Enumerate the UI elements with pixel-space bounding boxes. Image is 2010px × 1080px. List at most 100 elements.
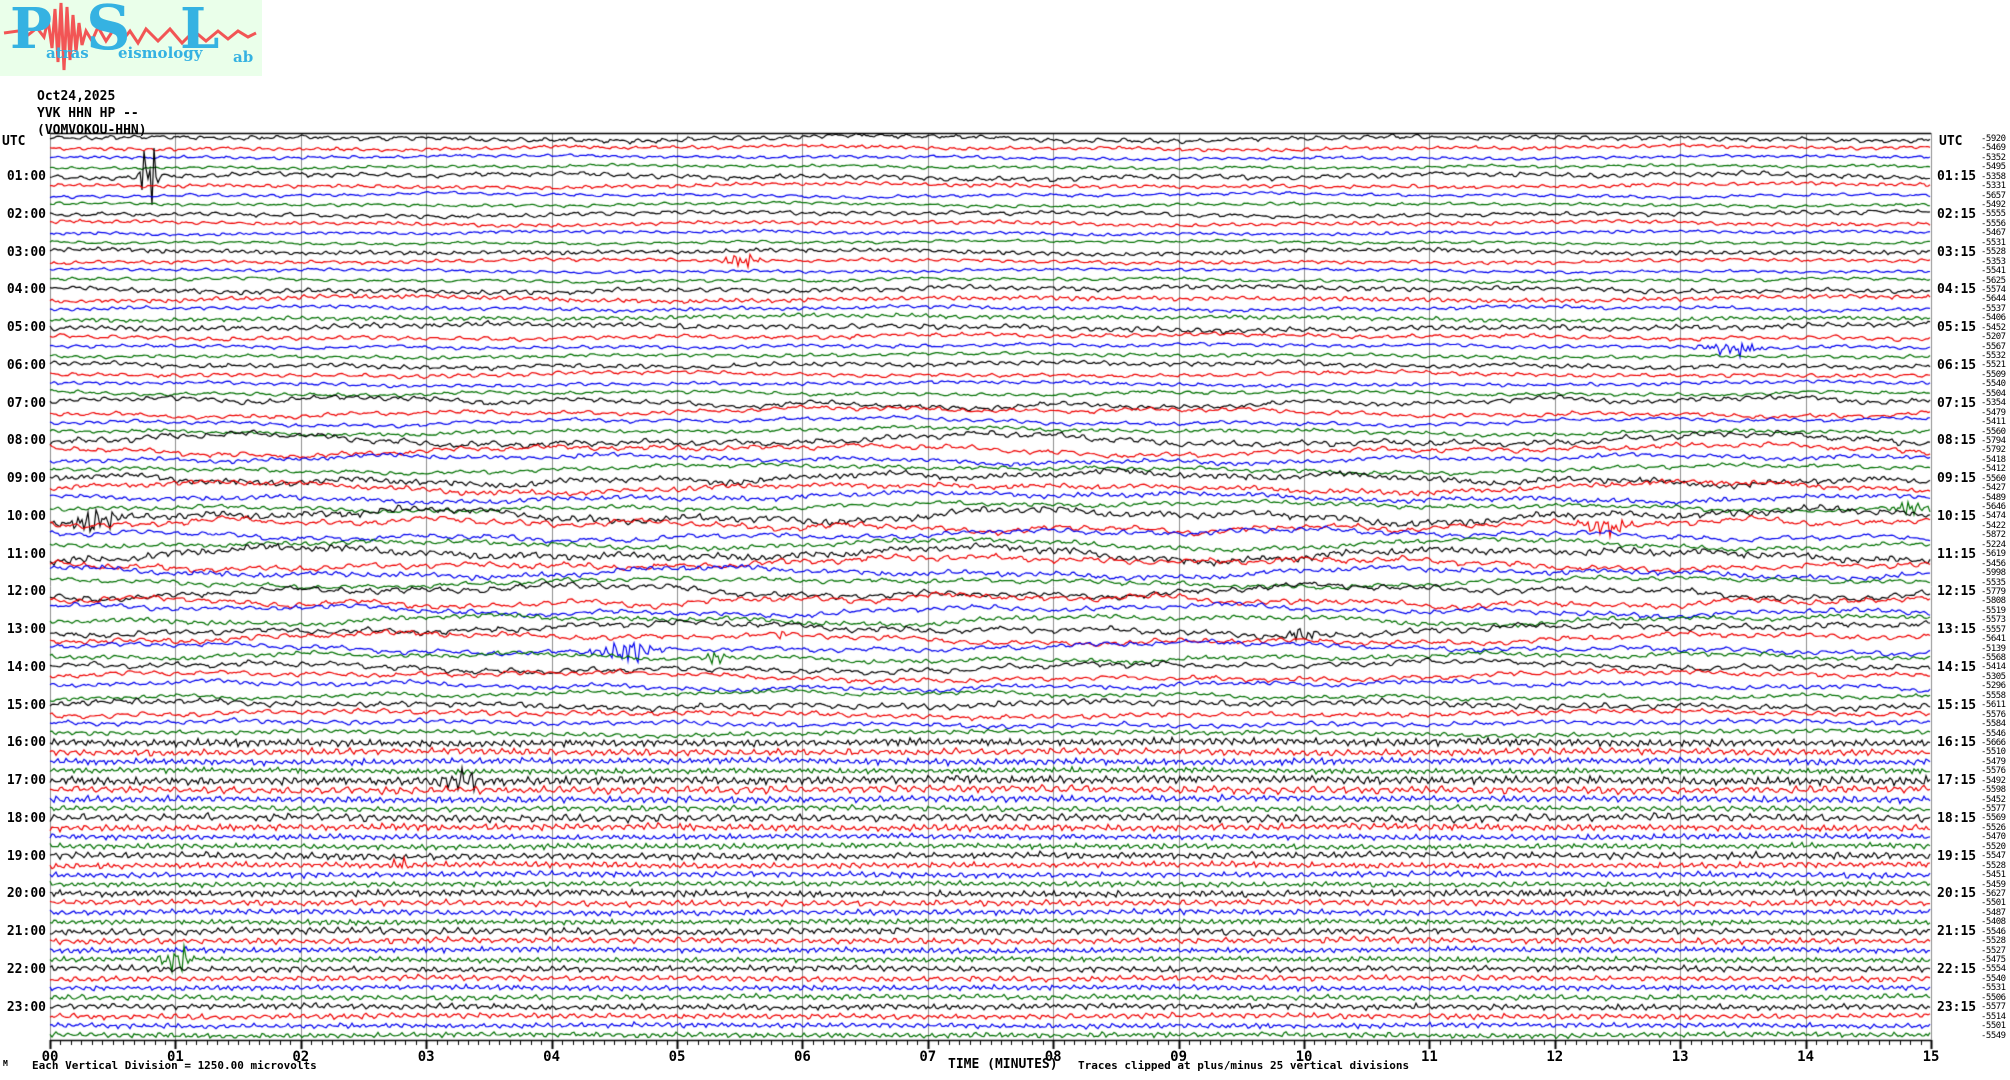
trace-offset-value: -5452 xyxy=(1981,322,2006,333)
trace-offset-value: -5531 xyxy=(1981,983,2006,994)
trace-offset-value: -5557 xyxy=(1981,624,2006,635)
trace-offset-value: -5501 xyxy=(1981,1021,2006,1032)
trace-offset-value: -5546 xyxy=(1981,728,2006,739)
left-time-label: 06:00 xyxy=(6,357,46,373)
right-time-label: 06:15 xyxy=(1937,357,1977,373)
trace-offset-value: -5584 xyxy=(1981,719,2006,730)
trace-offset-value: -5422 xyxy=(1981,520,2006,531)
trace-offset-value: -5532 xyxy=(1981,351,2006,362)
trace-offset-value: -5526 xyxy=(1981,822,2006,833)
header-station-line: YVK HHN HP -- xyxy=(37,106,139,121)
trace-offset-value: -5540 xyxy=(1981,379,2006,390)
trace-offset-value: -5641 xyxy=(1981,634,2006,645)
trace-offset-value: -5554 xyxy=(1981,964,2006,975)
trace-offset-value: -5657 xyxy=(1981,190,2006,201)
trace-offset-value: -5560 xyxy=(1981,473,2006,484)
trace-offset-value: -5469 xyxy=(1981,143,2006,154)
right-time-label: 19:15 xyxy=(1937,848,1977,864)
minute-label: 01 xyxy=(166,1049,184,1065)
trace-offset-value: -5354 xyxy=(1981,398,2006,409)
trace-offset-value: -5459 xyxy=(1981,879,2006,890)
trace-offset-value: -5528 xyxy=(1981,247,2006,258)
trace-offset-value: -5541 xyxy=(1981,266,2006,277)
right-time-label: 08:15 xyxy=(1937,433,1977,449)
right-time-label: 22:15 xyxy=(1937,961,1977,977)
trace-offset-value: -5452 xyxy=(1981,794,2006,805)
left-time-label: 16:00 xyxy=(6,735,46,751)
corner-glyph: M xyxy=(3,1059,8,1068)
right-time-label: 10:15 xyxy=(1937,508,1977,524)
trace-offset-value: -5619 xyxy=(1981,549,2006,560)
trace-offset-value: -5207 xyxy=(1981,332,2006,343)
minute-label: 06 xyxy=(793,1049,811,1065)
trace-offset-value: -5998 xyxy=(1981,568,2006,579)
trace-offset-value: -5509 xyxy=(1981,369,2006,380)
trace-offset-value: -5779 xyxy=(1981,586,2006,597)
minute-label: 09 xyxy=(1170,1049,1188,1065)
left-time-label: 22:00 xyxy=(6,961,46,977)
trace-offset-value: -5139 xyxy=(1981,643,2006,654)
right-time-label: 13:15 xyxy=(1937,622,1977,638)
trace-offset-value: -5224 xyxy=(1981,539,2006,550)
trace-offset-value: -5560 xyxy=(1981,426,2006,437)
trace-offset-value: -5644 xyxy=(1981,294,2006,305)
right-time-label: 11:15 xyxy=(1937,546,1977,562)
trace-offset-value: -5411 xyxy=(1981,417,2006,428)
trace-offset-value: -5506 xyxy=(1981,992,2006,1003)
left-time-label: 19:00 xyxy=(6,848,46,864)
left-time-label: 09:00 xyxy=(6,471,46,487)
trace-offset-value: -5666 xyxy=(1981,737,2006,748)
trace-offset-value: -5501 xyxy=(1981,898,2006,909)
trace-offset-value: -5492 xyxy=(1981,775,2006,786)
trace-offset-value: -5418 xyxy=(1981,454,2006,465)
right-time-label: 09:15 xyxy=(1937,471,1977,487)
trace-offset-value: -5872 xyxy=(1981,530,2006,541)
x-axis-title: TIME (MINUTES) xyxy=(948,1057,1058,1072)
left-time-label: 14:00 xyxy=(6,659,46,675)
left-time-label: 21:00 xyxy=(6,924,46,940)
clip-note: Traces clipped at plus/minus 25 vertical… xyxy=(1078,1059,1410,1072)
trace-offset-value: -5527 xyxy=(1981,945,2006,956)
trace-offset-value: -5514 xyxy=(1981,1011,2006,1022)
left-time-label: 01:00 xyxy=(6,169,46,185)
trace-offset-value: -5504 xyxy=(1981,388,2006,399)
left-time-label: 04:00 xyxy=(6,282,46,298)
right-time-label: 07:15 xyxy=(1937,395,1977,411)
trace-offset-value: -5427 xyxy=(1981,483,2006,494)
left-time-label: 10:00 xyxy=(6,508,46,524)
trace-offset-value: -5305 xyxy=(1981,671,2006,682)
trace-offset-value: -5625 xyxy=(1981,275,2006,286)
left-time-label: 18:00 xyxy=(6,810,46,826)
right-time-label: 23:15 xyxy=(1937,999,1977,1015)
left-time-label: 20:00 xyxy=(6,886,46,902)
header-date: Oct24,2025 xyxy=(37,89,116,104)
trace-offset-value: -5567 xyxy=(1981,341,2006,352)
trace-offset-value: -5479 xyxy=(1981,407,2006,418)
trace-offset-value: -5555 xyxy=(1981,209,2006,220)
left-time-label: 08:00 xyxy=(6,433,46,449)
minute-label: 07 xyxy=(919,1049,937,1065)
trace-offset-value: -5569 xyxy=(1981,813,2006,824)
trace-offset-value: -5467 xyxy=(1981,228,2006,239)
trace-offset-value: -5451 xyxy=(1981,870,2006,881)
minute-label: 13 xyxy=(1671,1049,1689,1065)
trace-offset-value: -5408 xyxy=(1981,917,2006,928)
minute-label: 15 xyxy=(1922,1049,1940,1065)
trace-offset-value: -5568 xyxy=(1981,653,2006,664)
trace-offset-value: -5558 xyxy=(1981,690,2006,701)
trace-offset-value: -5540 xyxy=(1981,973,2006,984)
trace-offset-value: -5556 xyxy=(1981,218,2006,229)
trace-offset-value: -5492 xyxy=(1981,200,2006,211)
right-time-label: 15:15 xyxy=(1937,697,1977,713)
trace-offset-value: -5598 xyxy=(1981,785,2006,796)
trace-offset-value: -5520 xyxy=(1981,841,2006,852)
trace-offset-value: -5574 xyxy=(1981,284,2006,295)
trace-offset-value: -5495 xyxy=(1981,162,2006,173)
trace-offset-value: -5474 xyxy=(1981,511,2006,522)
trace-offset-value: -5576 xyxy=(1981,709,2006,720)
trace-offset-value: -5475 xyxy=(1981,955,2006,966)
minute-label: 03 xyxy=(417,1049,435,1065)
trace-offset-value: -5577 xyxy=(1981,804,2006,815)
right-time-label: 21:15 xyxy=(1937,924,1977,940)
right-time-label: 14:15 xyxy=(1937,659,1977,675)
